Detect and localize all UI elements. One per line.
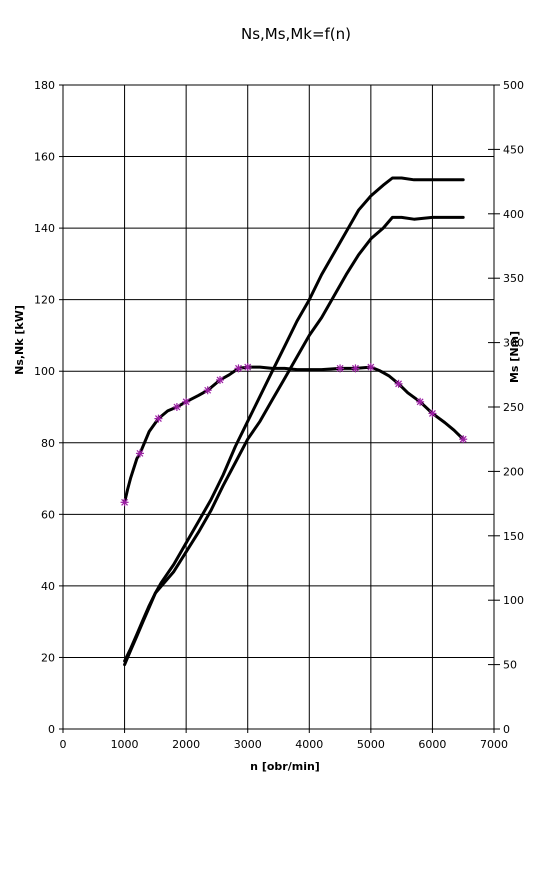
series-line-2 xyxy=(123,176,465,667)
x-tick-label: 4000 xyxy=(295,738,323,751)
y-tick-label: 40 xyxy=(41,580,55,593)
series-marker xyxy=(135,449,144,458)
series-marker xyxy=(120,498,129,507)
gridlines xyxy=(62,84,495,730)
y-tick-label: 60 xyxy=(41,508,55,521)
series-marker xyxy=(182,397,191,406)
y-tick-label: 140 xyxy=(34,222,55,235)
y-tick-label: 120 xyxy=(34,294,55,307)
y2-tick-label: 150 xyxy=(503,530,524,543)
series-line-3 xyxy=(123,215,465,663)
y2-tick-label: 400 xyxy=(503,208,524,221)
y2-tick-label: 0 xyxy=(503,723,510,736)
series-marker xyxy=(366,363,375,372)
y2-tick-label: 300 xyxy=(503,337,524,350)
chart-title: Ns,Ms,Mk=f(n) xyxy=(241,25,351,43)
series-marker xyxy=(216,375,225,384)
series-line-1 xyxy=(123,365,465,504)
y2-tick-label: 50 xyxy=(503,659,517,672)
series-marker xyxy=(416,397,425,406)
y2-tick-label: 350 xyxy=(503,272,524,285)
plot-frame xyxy=(62,84,495,730)
y-tick-label: 0 xyxy=(48,723,55,736)
series-marker xyxy=(154,414,163,423)
x-tick-label: 0 xyxy=(60,738,67,751)
series-marker xyxy=(234,364,243,373)
series-marker xyxy=(243,363,252,372)
series-marker xyxy=(459,435,468,444)
y2-tick-label: 500 xyxy=(503,79,524,92)
x-tick-label: 1000 xyxy=(111,738,139,751)
series-markers xyxy=(120,363,468,507)
x-tick-labels: 0 1000 2000 3000 4000 5000 6000 7000 xyxy=(60,729,508,751)
series-marker xyxy=(394,379,403,388)
left-y-tick-labels: 0 20 40 60 80 100 120 140 160 180 xyxy=(34,79,63,736)
y-tick-label: 20 xyxy=(41,651,55,664)
y2-tick-label: 250 xyxy=(503,401,524,414)
y2-tick-label: 450 xyxy=(503,143,524,156)
y-tick-label: 80 xyxy=(41,437,55,450)
y-tick-label: 100 xyxy=(34,365,55,378)
y-tick-label: 160 xyxy=(34,151,55,164)
series-marker xyxy=(172,403,181,411)
x-tick-label: 2000 xyxy=(172,738,200,751)
y-axis-title: Ns,Nk [kW] xyxy=(13,305,26,375)
y2-axis-title: Ms [Nm] xyxy=(508,331,521,383)
x-tick-label: 6000 xyxy=(418,738,446,751)
x-tick-label: 5000 xyxy=(357,738,385,751)
series-marker xyxy=(428,409,437,418)
x-axis-title: n [obr/min] xyxy=(250,760,320,773)
series-marker xyxy=(203,386,212,395)
x-tick-label: 7000 xyxy=(480,738,508,751)
right-y-tick-labels: 0 50 100 150 200 250 300 350 400 450 500 xyxy=(488,79,524,736)
series xyxy=(123,176,465,667)
y2-tick-label: 200 xyxy=(503,465,524,478)
y2-tick-label: 100 xyxy=(503,594,524,607)
y-tick-label: 180 xyxy=(34,79,55,92)
series-marker xyxy=(336,364,345,373)
series-marker xyxy=(351,364,360,373)
x-tick-label: 3000 xyxy=(234,738,262,751)
